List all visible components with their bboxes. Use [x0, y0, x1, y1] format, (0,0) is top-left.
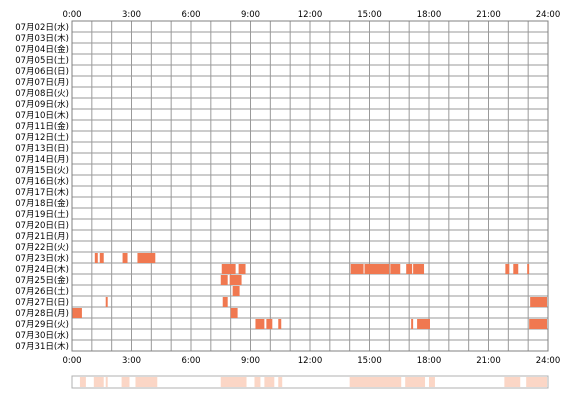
activity-bar — [221, 264, 236, 274]
activity-bar — [105, 297, 108, 307]
x-tick-label-bottom: 9:00 — [241, 356, 260, 366]
x-tick-label-bottom: 24:00 — [536, 356, 561, 366]
activity-bar — [238, 264, 246, 274]
row-label: 07月24日(木) — [15, 264, 69, 275]
activity-bar — [255, 319, 265, 329]
row-label: 07月20日(日) — [15, 221, 69, 231]
x-tick-label-top: 24:00 — [536, 10, 561, 20]
row-label: 07月17日(木) — [15, 187, 69, 198]
row-label: 07月05日(土) — [15, 55, 69, 66]
summary-band — [264, 377, 275, 387]
activity-bar — [278, 319, 282, 329]
x-tick-label-top: 18:00 — [417, 10, 442, 20]
row-label: 07月25日(金) — [15, 275, 69, 286]
row-label: 07月27日(日) — [15, 298, 69, 308]
activity-bar — [364, 264, 390, 274]
activity-bar — [505, 264, 510, 274]
activity-bar — [411, 319, 414, 329]
x-tick-label-bottom: 3:00 — [122, 356, 141, 366]
activity-bar — [220, 275, 228, 285]
x-tick-label-bottom: 6:00 — [181, 356, 200, 366]
x-tick-label-top: 9:00 — [241, 10, 260, 20]
x-tick-label-bottom: 15:00 — [357, 356, 382, 366]
row-label: 07月15日(火) — [15, 166, 69, 176]
summary-band — [349, 377, 402, 387]
summary-band — [93, 377, 104, 387]
activity-bar — [417, 319, 430, 329]
activity-bar — [72, 308, 82, 318]
x-tick-label-top: 21:00 — [476, 10, 501, 20]
summary-band — [105, 377, 108, 387]
activity-bar — [122, 253, 128, 263]
row-label: 07月14日(月) — [15, 155, 69, 165]
activity-bar — [222, 297, 228, 307]
activity-bar — [94, 253, 98, 263]
row-label: 07月06日(日) — [15, 67, 69, 77]
activity-bar — [350, 264, 364, 274]
row-label: 07月16日(水) — [15, 176, 69, 187]
row-label: 07月08日(火) — [15, 89, 69, 99]
activity-bar — [232, 286, 240, 296]
row-label: 07月04日(金) — [15, 44, 69, 55]
activity-bar — [413, 264, 425, 274]
summary-band — [135, 377, 158, 387]
x-tick-label-top: 0:00 — [62, 10, 81, 20]
row-label: 07月19日(土) — [15, 209, 69, 220]
activity-bars — [72, 253, 548, 329]
row-label: 07月31日(木) — [15, 341, 69, 352]
row-label: 07月30日(水) — [15, 330, 69, 341]
summary-band — [504, 377, 521, 387]
activity-bar — [513, 264, 519, 274]
x-tick-label-bottom: 12:00 — [298, 356, 323, 366]
row-label: 07月03日(木) — [15, 33, 69, 44]
activity-bar — [266, 319, 273, 329]
row-label: 07月07日(月) — [15, 78, 69, 88]
activity-bar — [137, 253, 156, 263]
activity-bar — [390, 264, 401, 274]
activity-bar — [230, 308, 238, 318]
row-label: 07月13日(日) — [15, 144, 69, 154]
row-label: 07月10日(木) — [15, 110, 69, 121]
summary-band — [254, 377, 261, 387]
summary-band — [278, 377, 283, 387]
x-tick-label-top: 6:00 — [181, 10, 200, 20]
summary-band — [121, 377, 130, 387]
x-tick-label-bottom: 21:00 — [476, 356, 501, 366]
x-axis-top: 0:00 3:00 6:00 9:00 12:00 15:00 18:00 21:00 24:0… — [62, 10, 560, 20]
activity-bar — [529, 319, 548, 329]
row-label: 07月21日(月) — [15, 232, 69, 242]
activity-bar — [527, 264, 530, 274]
x-tick-label-top: 12:00 — [298, 10, 323, 20]
activity-bar — [229, 275, 242, 285]
row-label: 07月12日(土) — [15, 132, 69, 143]
activity-bar — [406, 264, 413, 274]
row-label: 07月09日(水) — [15, 99, 69, 110]
row-label: 07月26日(土) — [15, 286, 69, 297]
x-tick-label-top: 15:00 — [357, 10, 382, 20]
row-label: 07月11日(金) — [15, 121, 69, 132]
summary-strip — [71, 375, 549, 389]
row-label: 07月29日(火) — [15, 320, 69, 330]
summary-band — [405, 377, 426, 387]
activity-bar — [99, 253, 104, 263]
grid-lines — [72, 21, 548, 351]
x-tick-label-top: 3:00 — [122, 10, 141, 20]
x-tick-label-bottom: 0:00 — [62, 356, 81, 366]
plot-frame — [71, 20, 549, 352]
summary-band — [526, 377, 548, 387]
summary-band — [79, 377, 86, 387]
row-label: 07月18日(金) — [15, 198, 69, 209]
summary-band — [220, 377, 247, 387]
x-tick-label-bottom: 18:00 — [417, 356, 442, 366]
y-axis-labels: 07月02日(水)07月03日(木)07月04日(金)07月05日(土)07月0… — [15, 22, 69, 352]
activity-bar — [530, 297, 548, 307]
row-label: 07月23日(水) — [15, 253, 69, 264]
x-axis-bottom: 0:00 3:00 6:00 9:00 12:00 15:00 18:00 21:00 24:0… — [62, 356, 560, 366]
summary-band — [429, 377, 435, 387]
row-label: 07月22日(火) — [15, 243, 69, 253]
row-label: 07月28日(月) — [15, 309, 69, 319]
row-label: 07月02日(水) — [15, 22, 69, 33]
